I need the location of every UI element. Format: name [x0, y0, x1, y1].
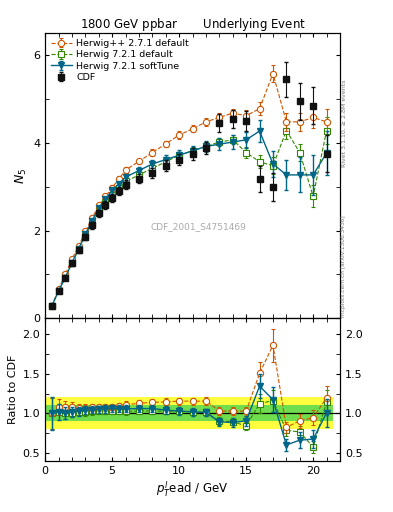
- Text: mcplots.cern.ch [arXiv:1306.3436]: mcplots.cern.ch [arXiv:1306.3436]: [342, 216, 346, 317]
- X-axis label: $p_T^{l}$ead / GeV: $p_T^{l}$ead / GeV: [156, 480, 229, 499]
- Y-axis label: Ratio to CDF: Ratio to CDF: [8, 355, 18, 424]
- Title: 1800 GeV ppbar$\,$$\,$$\,$$\,$$\,$$\,$$\,$$\,$$\,$$\,$$\,$$\,$$\,$$\,$Underlying: 1800 GeV ppbar$\,$$\,$$\,$$\,$$\,$$\,$$\…: [79, 16, 306, 33]
- Text: Rivet 3.1.10, ≥ 2.8M events: Rivet 3.1.10, ≥ 2.8M events: [342, 79, 346, 166]
- Text: CDF_2001_S4751469: CDF_2001_S4751469: [151, 223, 246, 231]
- Legend: Herwig++ 2.7.1 default, Herwig 7.2.1 default, Herwig 7.2.1 softTune, CDF: Herwig++ 2.7.1 default, Herwig 7.2.1 def…: [49, 37, 191, 84]
- Y-axis label: $N_5$: $N_5$: [14, 168, 29, 184]
